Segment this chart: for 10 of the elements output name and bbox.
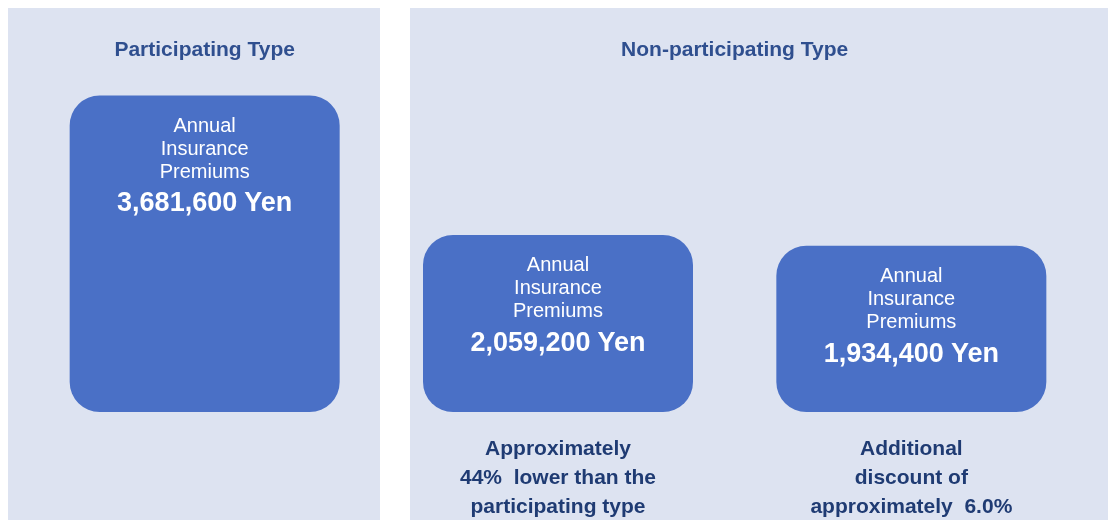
data-label: 2,059,200 Yen [470,326,646,357]
text: Annual Insurance Premiums [512,253,604,322]
text: Additional discount of approximately 6.0% [810,436,1013,517]
data-label: 1,934,400 Yen [823,337,999,368]
text: Non-participating Type [621,36,849,60]
data-label: 3,681,600 Yen [117,187,293,218]
series-label: Annual Insurance Premiums [159,113,250,182]
text: Participating Type [114,36,295,60]
text: Annual Insurance Premiums [866,264,957,333]
text: Approximately 44% lower than the participating type [459,436,657,517]
